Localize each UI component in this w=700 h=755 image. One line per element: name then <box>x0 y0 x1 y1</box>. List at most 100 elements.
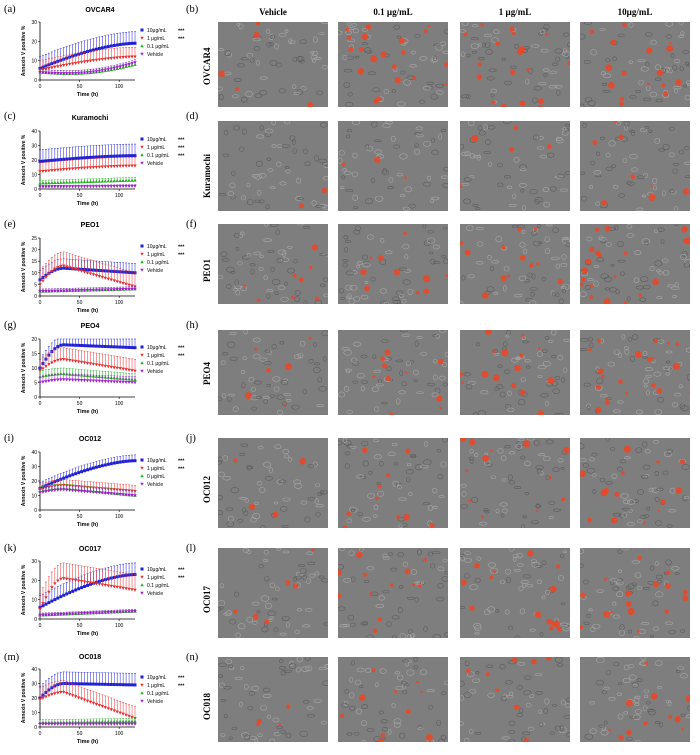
data-point <box>115 179 119 183</box>
data-point <box>79 180 84 184</box>
cell-outline <box>405 477 411 483</box>
cell-outline <box>558 575 564 581</box>
annexin-positive-cell <box>637 629 640 633</box>
cell-outline <box>352 194 359 201</box>
cell-outline <box>321 330 328 337</box>
data-point <box>62 343 66 347</box>
data-point <box>91 48 95 52</box>
data-point <box>82 60 87 64</box>
cell-outline <box>227 664 234 668</box>
cell-outline <box>340 297 346 300</box>
cell-outline <box>399 585 404 589</box>
cell-outline <box>586 467 595 474</box>
column-header-10ug: 10µg/mL <box>617 7 653 17</box>
cell-outline <box>382 589 390 594</box>
data-point <box>130 346 134 350</box>
data-point <box>83 584 87 588</box>
cell-outline <box>222 455 229 461</box>
cell-outline <box>631 560 640 564</box>
cell-outline <box>352 361 359 367</box>
cell-outline <box>223 130 229 136</box>
annexin-positive-cell <box>621 70 627 76</box>
cell-outline <box>391 89 396 93</box>
cell-outline <box>349 676 354 683</box>
cell-outline <box>279 632 287 636</box>
cell-outline <box>319 203 327 209</box>
cell-outline <box>542 348 548 354</box>
cell-outline <box>628 60 634 64</box>
data-point <box>53 289 57 293</box>
cell-outline <box>556 663 564 667</box>
cell-outline <box>502 285 507 292</box>
cell-outline <box>665 360 671 364</box>
data-point <box>44 490 48 494</box>
cell-outline <box>641 194 646 198</box>
data-point <box>70 62 75 66</box>
cell-outline <box>399 732 406 739</box>
cell-outline <box>552 62 558 66</box>
y-tick-label: 40 <box>31 450 37 456</box>
cell-outline <box>339 548 345 552</box>
cell-outline <box>460 29 466 33</box>
cell-outline <box>559 725 564 731</box>
legend-label: 0.1 μg/mL <box>147 361 170 367</box>
cell-outline <box>297 224 304 226</box>
legend-entry: 1 μg/mL *** <box>140 466 185 473</box>
cell-outline <box>627 629 633 634</box>
cell-outline <box>246 549 252 554</box>
cell-outline <box>323 162 328 169</box>
cell-outline <box>599 28 606 31</box>
annexin-positive-cell <box>363 572 367 577</box>
data-point <box>79 289 84 293</box>
cell-outline <box>414 143 419 148</box>
annexin-positive-cell <box>403 231 407 236</box>
data-point <box>109 67 113 71</box>
cell-outline <box>556 137 564 144</box>
cell-outline <box>521 229 526 234</box>
cell-outline <box>549 516 554 520</box>
cell-outline <box>619 459 626 464</box>
cell-outline <box>507 474 513 481</box>
annexin-positive-cell <box>557 278 563 285</box>
microscopy-image <box>338 330 448 415</box>
data-point <box>47 363 51 367</box>
data-point <box>74 156 78 160</box>
cell-outline <box>248 377 255 383</box>
cell-outline <box>483 508 489 512</box>
cell-outline <box>511 224 519 229</box>
annexin-positive-cell <box>218 70 225 77</box>
cell-outline <box>665 372 670 376</box>
annexin-positive-cell <box>286 704 291 709</box>
cell-outline <box>428 251 434 255</box>
data-point <box>106 584 110 588</box>
cell-outline <box>296 177 302 184</box>
cell-outline <box>285 732 292 738</box>
cell-outline <box>441 576 448 582</box>
cell-outline <box>626 522 635 527</box>
cell-outline <box>399 194 406 198</box>
cell-outline <box>239 231 245 236</box>
data-point <box>80 586 84 590</box>
cell-outline <box>221 258 230 262</box>
annexin-positive-cell <box>511 657 518 663</box>
cell-outline <box>655 520 662 527</box>
data-point <box>103 722 108 726</box>
annexin-positive-cell <box>398 37 405 44</box>
data-point <box>38 381 42 385</box>
annexin-positive-cell <box>662 91 669 97</box>
cell-outline <box>381 727 389 732</box>
significance-stars: *** <box>178 253 185 259</box>
cell-outline <box>442 50 448 54</box>
cell-outline <box>686 83 690 87</box>
annexin-positive-cell <box>355 551 363 559</box>
cell-outline <box>363 579 370 584</box>
cell-outline <box>392 299 401 304</box>
x-tick-label: 0 <box>39 623 42 629</box>
cell-outline <box>514 486 522 490</box>
data-point <box>65 488 69 492</box>
cell-outline <box>344 101 354 107</box>
data-point <box>62 577 66 581</box>
cell-outline <box>433 43 441 47</box>
cell-outline <box>504 609 510 615</box>
